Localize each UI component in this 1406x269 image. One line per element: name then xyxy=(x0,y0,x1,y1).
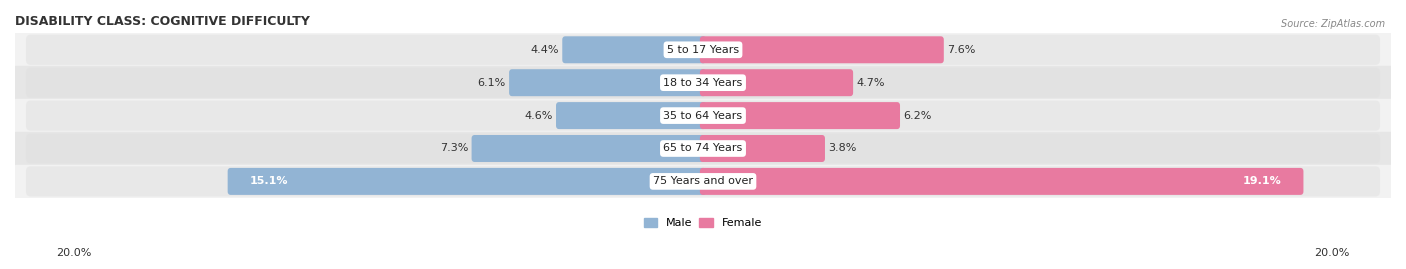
Text: 4.4%: 4.4% xyxy=(530,45,560,55)
Bar xyxy=(15,165,1391,198)
Bar xyxy=(15,66,1391,99)
FancyBboxPatch shape xyxy=(555,102,706,129)
FancyBboxPatch shape xyxy=(700,135,825,162)
FancyBboxPatch shape xyxy=(700,36,943,63)
Bar xyxy=(15,132,1391,165)
Text: 7.3%: 7.3% xyxy=(440,143,468,154)
Text: 20.0%: 20.0% xyxy=(56,248,91,258)
Text: 75 Years and over: 75 Years and over xyxy=(652,176,754,186)
Bar xyxy=(15,33,1391,66)
FancyBboxPatch shape xyxy=(25,133,1381,164)
Text: 4.6%: 4.6% xyxy=(524,111,553,121)
Legend: Male, Female: Male, Female xyxy=(644,218,762,228)
Text: 7.6%: 7.6% xyxy=(946,45,976,55)
Text: 18 to 34 Years: 18 to 34 Years xyxy=(664,78,742,88)
Text: 6.1%: 6.1% xyxy=(478,78,506,88)
FancyBboxPatch shape xyxy=(562,36,706,63)
Text: 4.7%: 4.7% xyxy=(856,78,884,88)
Text: 19.1%: 19.1% xyxy=(1243,176,1281,186)
FancyBboxPatch shape xyxy=(509,69,706,96)
FancyBboxPatch shape xyxy=(700,69,853,96)
FancyBboxPatch shape xyxy=(471,135,706,162)
FancyBboxPatch shape xyxy=(25,35,1381,65)
Text: 3.8%: 3.8% xyxy=(828,143,856,154)
FancyBboxPatch shape xyxy=(25,68,1381,98)
Text: DISABILITY CLASS: COGNITIVE DIFFICULTY: DISABILITY CLASS: COGNITIVE DIFFICULTY xyxy=(15,15,309,28)
Text: 20.0%: 20.0% xyxy=(1315,248,1350,258)
Text: 5 to 17 Years: 5 to 17 Years xyxy=(666,45,740,55)
FancyBboxPatch shape xyxy=(25,166,1381,197)
Text: 35 to 64 Years: 35 to 64 Years xyxy=(664,111,742,121)
Text: 6.2%: 6.2% xyxy=(903,111,932,121)
Bar xyxy=(15,99,1391,132)
FancyBboxPatch shape xyxy=(700,168,1303,195)
Text: 65 to 74 Years: 65 to 74 Years xyxy=(664,143,742,154)
FancyBboxPatch shape xyxy=(228,168,706,195)
Text: Source: ZipAtlas.com: Source: ZipAtlas.com xyxy=(1281,19,1385,29)
FancyBboxPatch shape xyxy=(700,102,900,129)
Text: 15.1%: 15.1% xyxy=(249,176,288,186)
FancyBboxPatch shape xyxy=(25,100,1381,131)
